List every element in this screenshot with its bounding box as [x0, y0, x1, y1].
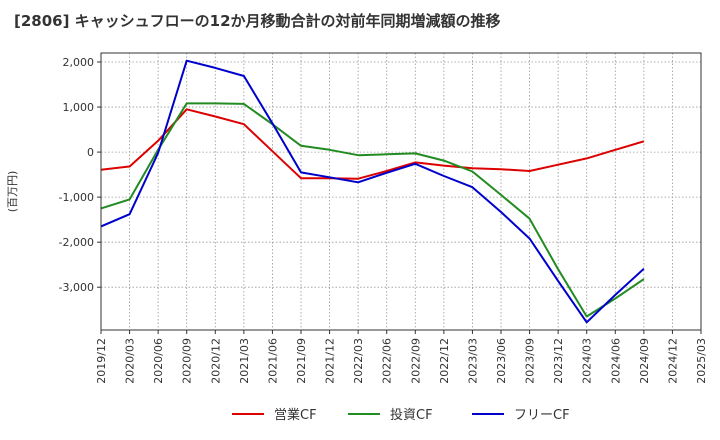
series-line-1 [100, 108, 645, 180]
x-tick-label: 2023/06 [495, 338, 508, 384]
x-tick-label: 2023/12 [552, 338, 565, 384]
x-tick-label: 2023/03 [466, 338, 479, 384]
y-axis-label: (百万円) [6, 171, 19, 213]
x-tick-label: 2025/03 [695, 338, 708, 384]
x-tick-label: 2020/03 [124, 338, 137, 384]
y-tick-label: 1,000 [63, 101, 95, 114]
x-tick-label: 2024/12 [666, 338, 679, 384]
x-tick-label: 2022/09 [409, 338, 422, 384]
y-tick-label: 2,000 [63, 56, 95, 69]
x-tick-label: 2020/09 [181, 338, 194, 384]
x-tick-label: 2021/03 [238, 338, 251, 384]
legend: 営業CF 投資CF フリーCF [232, 407, 570, 423]
x-tick-label: 2024/09 [638, 338, 651, 384]
plot-area-frame [100, 52, 702, 331]
x-tick-label: 2022/12 [438, 338, 451, 384]
y-axis: 2,000 1,000 0 -1,000 -2,000 -3,000 [59, 56, 101, 294]
x-axis: 2019/12 2020/03 2020/06 2020/09 2020/12 2021/… [95, 330, 708, 384]
series-line-2 [100, 102, 645, 318]
y-tick-label: -1,000 [59, 191, 94, 204]
grid-lines [101, 53, 701, 330]
x-tick-label: 2024/03 [581, 338, 594, 384]
series-line-3 [100, 59, 645, 324]
x-tick-label: 2021/06 [266, 338, 279, 384]
legend-label: フリーCF [514, 408, 570, 423]
x-tick-label: 2023/09 [524, 338, 537, 384]
x-tick-label: 2019/12 [95, 338, 108, 384]
x-tick-label: 2022/03 [352, 338, 365, 384]
x-tick-label: 2021/09 [295, 338, 308, 384]
chart-title: [2806] キャッシュフローの12か月移動合計の対前年同期増減額の推移 [14, 12, 501, 30]
y-tick-label: 0 [87, 146, 94, 159]
series-lines [100, 59, 645, 324]
x-tick-label: 2022/06 [381, 338, 394, 384]
y-tick-label: -2,000 [59, 236, 94, 249]
x-tick-label: 2021/12 [324, 338, 337, 384]
x-tick-label: 2020/12 [209, 338, 222, 384]
legend-label: 営業CF [274, 407, 317, 423]
legend-label: 投資CF [390, 407, 433, 423]
y-tick-label: -3,000 [59, 281, 94, 294]
x-tick-label: 2020/06 [152, 338, 165, 384]
x-tick-label: 2024/06 [609, 338, 622, 384]
